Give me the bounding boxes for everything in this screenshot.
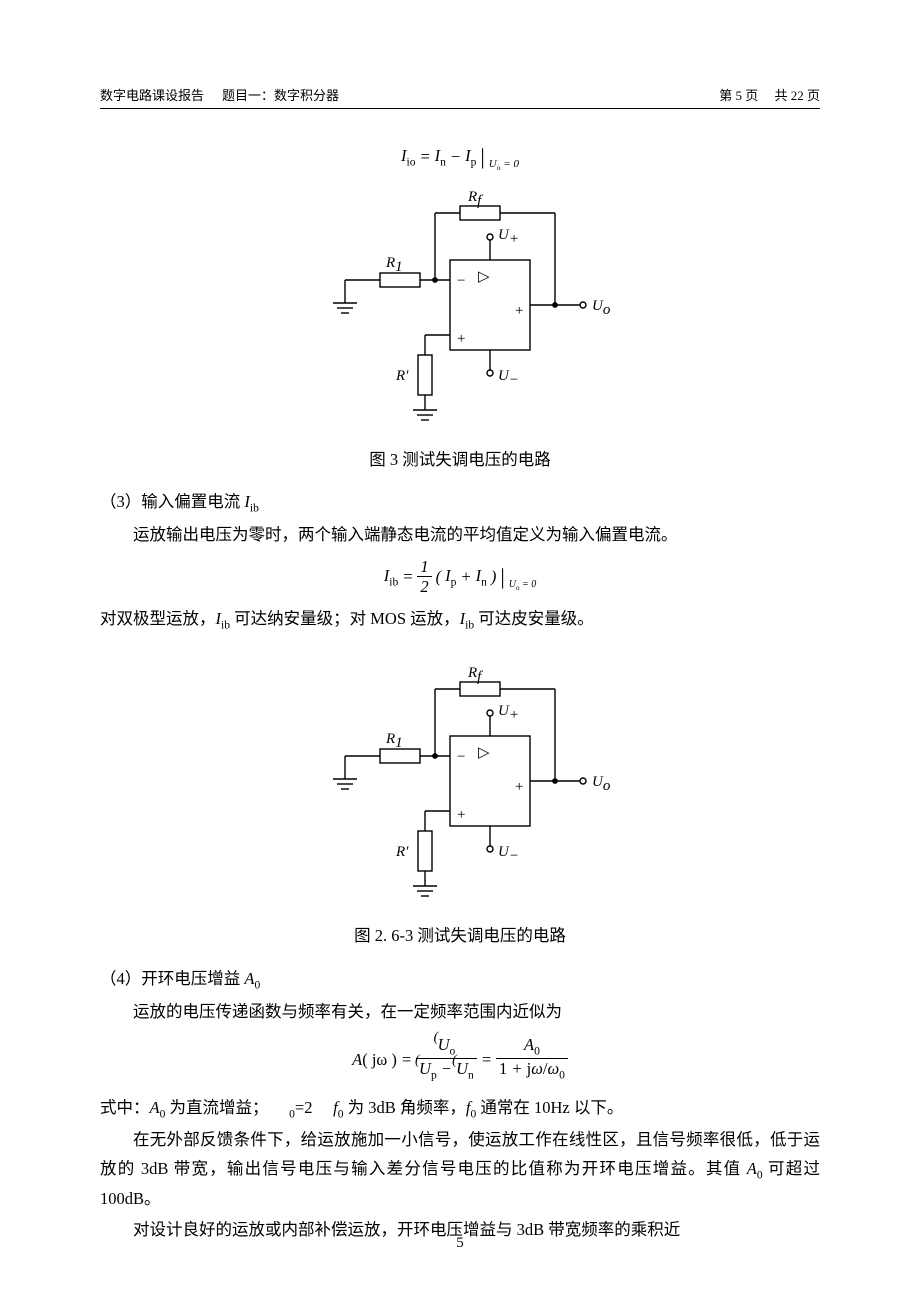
svg-text:R′: R′ (395, 844, 409, 860)
section-3-desc: 运放输出电压为零时，两个输入端静态电流的平均值定义为输入偏置电流。 (100, 521, 820, 550)
caption-fig3: 图 3 测试失调电压的电路 (100, 446, 820, 475)
opamp-circuit-svg: ▷ − + + Uo U+ U− (300, 185, 620, 440)
header-page-current: 第 5 页 (719, 88, 758, 103)
page-header: 数字电路课设报告 题目一：数字积分器 第 5 页 共 22 页 (100, 85, 820, 109)
section-3-heading: （3）输入偏置电流 Iib (100, 488, 820, 519)
svg-text:Uo: Uo (592, 774, 611, 794)
footer-page-number: 5 (0, 1235, 920, 1252)
svg-text:Uo: Uo (592, 298, 611, 318)
equation-transfer: A( jω ) = (Uo (Up − (Un = A0 (100, 1036, 820, 1083)
svg-text:U−: U− (498, 844, 519, 864)
svg-text:U+: U+ (498, 227, 519, 247)
section-3-note: 对双极型运放，Iib 可达纳安量级；对 MOS 运放，Iib 可达皮安量级。 (100, 605, 820, 636)
section-4-where: 式中：A0 为直流增益； 0=2 f0 为 3dB 角频率，f0 通常在 10H… (100, 1094, 820, 1125)
equation-iib: Iib = 12 ( Ip + In ) | Uo = 0 (100, 558, 820, 597)
header-page-total: 共 22 页 (774, 88, 820, 103)
equation-iio: Iio = In − Ip | Uo = 0 (100, 138, 820, 177)
svg-text:+: + (515, 303, 523, 319)
svg-text:R1: R1 (385, 255, 403, 275)
svg-text:+: + (457, 331, 465, 347)
section-4-intro: 运放的电压传递函数与频率有关，在一定频率范围内近似为 (100, 998, 820, 1027)
svg-text:▷: ▷ (478, 269, 490, 285)
svg-text:U−: U− (498, 368, 519, 388)
svg-text:+: + (457, 807, 465, 823)
page-content: Iio = In − Ip | Uo = 0 ▷ (100, 130, 820, 1247)
section-4-body: 在无外部反馈条件下，给运放施加一小信号，使运放工作在线性区，且信号频率很低，低于… (100, 1126, 820, 1214)
svg-text:R1: R1 (385, 731, 403, 751)
svg-text:−: − (457, 749, 465, 765)
svg-text:−: − (457, 273, 465, 289)
caption-fig263: 图 2. 6-3 测试失调电压的电路 (100, 922, 820, 951)
svg-text:▷: ▷ (478, 745, 490, 761)
svg-text:U+: U+ (498, 703, 519, 723)
circuit-diagram-2: ▷ − + + Uo U+ U− R1 (100, 661, 820, 916)
header-report-title: 数字电路课设报告 (100, 85, 204, 104)
opamp-circuit-svg-2: ▷ − + + Uo U+ U− R1 (300, 661, 620, 916)
header-topic: 题目一：数字积分器 (222, 85, 339, 104)
section-4-heading: （4）开环电压增益 A0 (100, 965, 820, 996)
svg-text:+: + (515, 779, 523, 795)
circuit-diagram-1: ▷ − + + Uo U+ U− (100, 185, 820, 440)
svg-text:R′: R′ (395, 368, 409, 384)
